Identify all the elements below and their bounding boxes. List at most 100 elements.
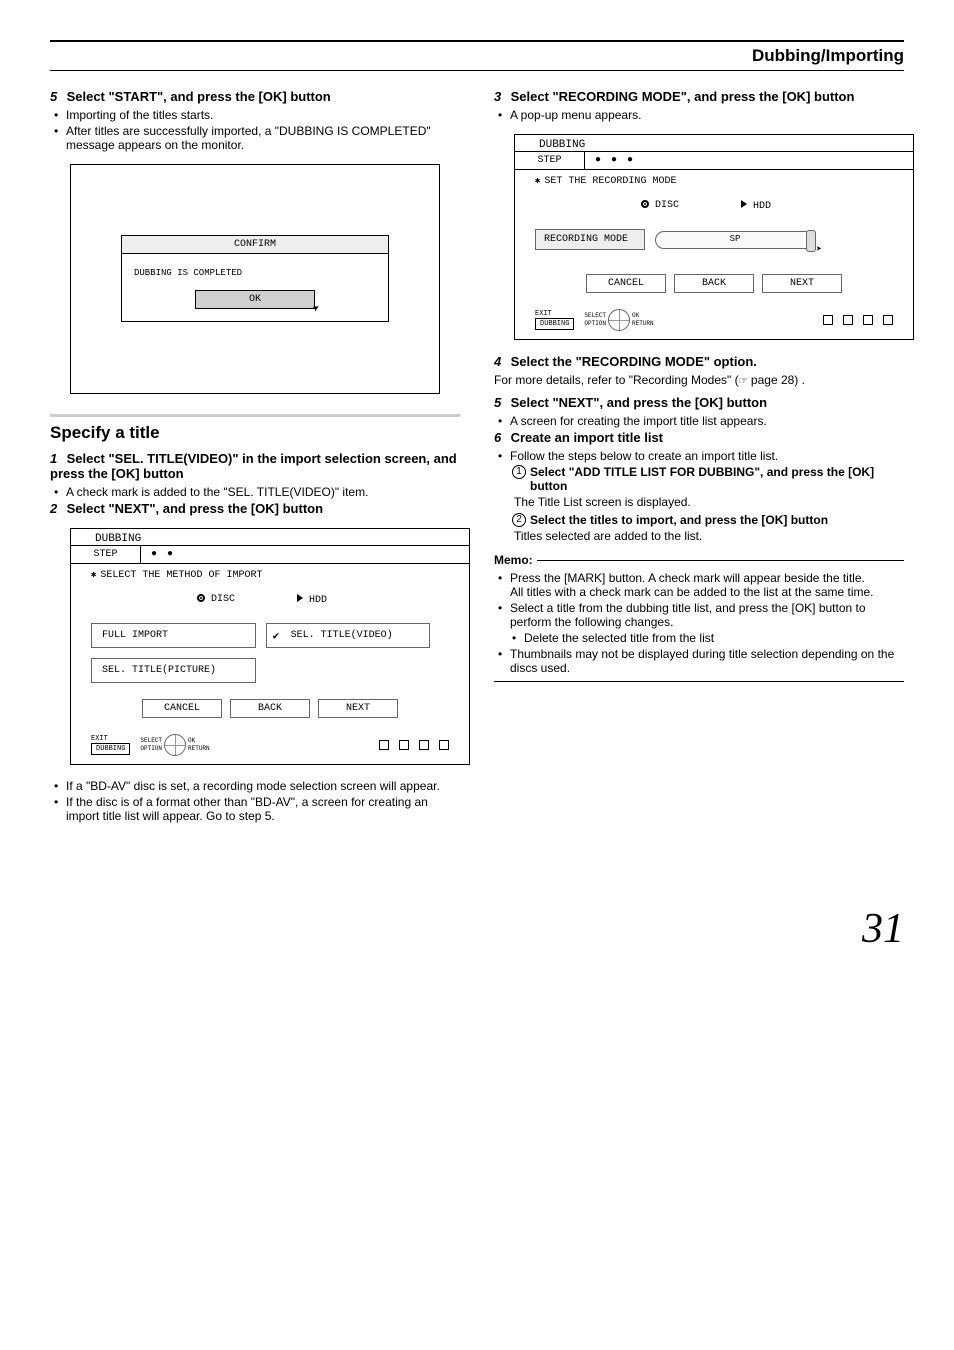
- memo-label: Memo:: [494, 553, 533, 567]
- memo-3: •Thumbnails may not be displayed during …: [498, 647, 904, 675]
- dub2-exit-btn[interactable]: DUBBING: [91, 743, 130, 755]
- content-columns: 5 Select "START", and press the [OK] but…: [50, 89, 904, 825]
- color-square: [379, 740, 389, 750]
- dub2-back[interactable]: BACK: [230, 699, 310, 718]
- cursor-icon: ➤: [310, 300, 324, 317]
- section-title: Specify a title: [50, 423, 460, 443]
- dub3-back[interactable]: BACK: [674, 274, 754, 293]
- dub2-exit-label: EXIT: [91, 735, 130, 743]
- dub3-footer: EXIT DUBBING SELECTOPTION OKRETURN: [515, 309, 913, 339]
- memo-2: •Select a title from the dubbing title l…: [498, 601, 904, 629]
- dub2-step-dots: ● ●: [141, 546, 469, 563]
- dub2-disc: DISC: [185, 591, 255, 609]
- dub3-sp: SP: [730, 234, 741, 244]
- left-s1-text: Select "SEL. TITLE(VIDEO)" in the import…: [50, 451, 457, 481]
- left-column: 5 Select "START", and press the [OK] but…: [50, 89, 460, 825]
- dub3-exit-btn[interactable]: DUBBING: [535, 318, 574, 330]
- header-title: Dubbing/Importing: [50, 46, 904, 66]
- left-s2: 2 Select "NEXT", and press the [OK] butt…: [50, 501, 460, 516]
- dub2-line: SELECT THE METHOD OF IMPORT: [91, 570, 449, 581]
- dub2-footer: EXIT DUBBING SELECTOPTION OKRETURN: [71, 734, 469, 764]
- right-c1sub: The Title List screen is displayed.: [514, 495, 904, 509]
- right-c1: 1 Select "ADD TITLE LIST FOR DUBBING", a…: [512, 465, 904, 493]
- right-c2sub: Titles selected are added to the list.: [514, 529, 904, 543]
- right-s6b: •Follow the steps below to create an imp…: [498, 449, 904, 463]
- dub2-opt-sel-picture[interactable]: SEL. TITLE(PICTURE): [91, 658, 256, 683]
- right-s4-text: Select the "RECORDING MODE" option.: [511, 354, 757, 369]
- confirm-inner: CONFIRM DUBBING IS COMPLETED OK ➤: [121, 235, 389, 322]
- dub3-body: SET THE RECORDING MODE DISC HDD RECORDIN…: [515, 170, 913, 309]
- right-s5-num: 5: [494, 395, 501, 410]
- right-s6: 6 Create an import title list: [494, 430, 904, 445]
- memo-1: • Press the [MARK] button. A check mark …: [498, 571, 904, 599]
- left-s2-num: 2: [50, 501, 57, 516]
- top-rule: [50, 40, 904, 42]
- arrow-icon: [741, 200, 747, 208]
- right-s4-num: 4: [494, 354, 501, 369]
- dub3-reclabel[interactable]: RECORDING MODE: [535, 229, 645, 250]
- color-square: [419, 740, 429, 750]
- left-b1: •Importing of the titles starts.: [54, 108, 460, 122]
- color-square: [863, 315, 873, 325]
- color-square: [843, 315, 853, 325]
- right-s4ref: For more details, refer to "Recording Mo…: [494, 373, 904, 387]
- dub3-title: DUBBING: [515, 135, 913, 151]
- step-5: 5 Select "START", and press the [OK] but…: [50, 89, 460, 104]
- memo-end-line: [494, 681, 904, 682]
- right-s3-text: Select "RECORDING MODE", and press the […: [511, 89, 855, 104]
- header-underline: [50, 70, 904, 71]
- left-s2-text: Select "NEXT", and press the [OK] button: [67, 501, 323, 516]
- step-5-text: Select "START", and press the [OK] butto…: [67, 89, 331, 104]
- dub2-opt-full-import[interactable]: FULL IMPORT: [91, 623, 256, 648]
- right-s3-num: 3: [494, 89, 501, 104]
- right-s4: 4 Select the "RECORDING MODE" option.: [494, 354, 904, 369]
- dpad-icon: [164, 734, 186, 756]
- right-column: 3 Select "RECORDING MODE", and press the…: [494, 89, 904, 825]
- memo-line: [537, 560, 904, 561]
- dub3-color-squares: [823, 315, 893, 325]
- dub3-slider[interactable]: SP ➤: [655, 231, 815, 249]
- dub2-hdd: HDD: [285, 591, 355, 609]
- dub3-next[interactable]: NEXT: [762, 274, 842, 293]
- dubbing-dialog-2: DUBBING STEP ● ● SELECT THE METHOD OF IM…: [70, 528, 470, 765]
- dub2-foot-select: SELECTOPTION: [140, 737, 162, 753]
- dub3-step-label: STEP: [515, 152, 585, 169]
- memo-header: Memo:: [494, 553, 904, 567]
- confirm-title: CONFIRM: [122, 236, 388, 254]
- dub2-options: FULL IMPORT ✔SEL. TITLE(VIDEO) SEL. TITL…: [91, 623, 449, 683]
- right-s3b: •A pop-up menu appears.: [498, 108, 904, 122]
- dub3-cancel[interactable]: CANCEL: [586, 274, 666, 293]
- dub3-hdd: HDD: [729, 197, 799, 215]
- dub2-title: DUBBING: [71, 529, 469, 545]
- dub2-bottom-row: CANCEL BACK NEXT: [91, 699, 449, 718]
- right-s3: 3 Select "RECORDING MODE", and press the…: [494, 89, 904, 104]
- circled-2-icon: 2: [512, 513, 526, 527]
- right-s5b: •A screen for creating the import title …: [498, 414, 904, 428]
- slider-thumb[interactable]: [806, 230, 816, 252]
- color-square: [823, 315, 833, 325]
- disc-icon: [641, 200, 649, 208]
- color-square: [399, 740, 409, 750]
- dub2-opt-sel-video[interactable]: ✔SEL. TITLE(VIDEO): [266, 623, 431, 648]
- dub3-step-dots: ● ● ●: [585, 152, 913, 169]
- left-post1: •If a "BD-AV" disc is set, a recording m…: [54, 779, 460, 793]
- right-s5: 5 Select "NEXT", and press the [OK] butt…: [494, 395, 904, 410]
- arrow-icon: [297, 594, 303, 602]
- left-s1b: •A check mark is added to the "SEL. TITL…: [54, 485, 460, 499]
- confirm-ok-row: OK ➤: [122, 284, 388, 321]
- dub2-next[interactable]: NEXT: [318, 699, 398, 718]
- dub2-color-squares: [379, 740, 449, 750]
- dub2-dpad-group: SELECTOPTION OKRETURN: [140, 734, 209, 756]
- confirm-ok-button[interactable]: OK ➤: [195, 290, 315, 309]
- dub2-body: SELECT THE METHOD OF IMPORT DISC HDD FUL…: [71, 564, 469, 734]
- color-square: [883, 315, 893, 325]
- page-ref-icon: ☞: [739, 376, 748, 387]
- dub2-exit-group: EXIT DUBBING: [91, 735, 130, 755]
- right-s6-num: 6: [494, 430, 501, 445]
- step-5-num: 5: [50, 89, 57, 104]
- circled-1-icon: 1: [512, 465, 526, 479]
- dub3-dpad-group: SELECTOPTION OKRETURN: [584, 309, 653, 331]
- dpad-icon: [608, 309, 630, 331]
- dub3-src-row: DISC HDD: [535, 197, 893, 215]
- dub2-cancel[interactable]: CANCEL: [142, 699, 222, 718]
